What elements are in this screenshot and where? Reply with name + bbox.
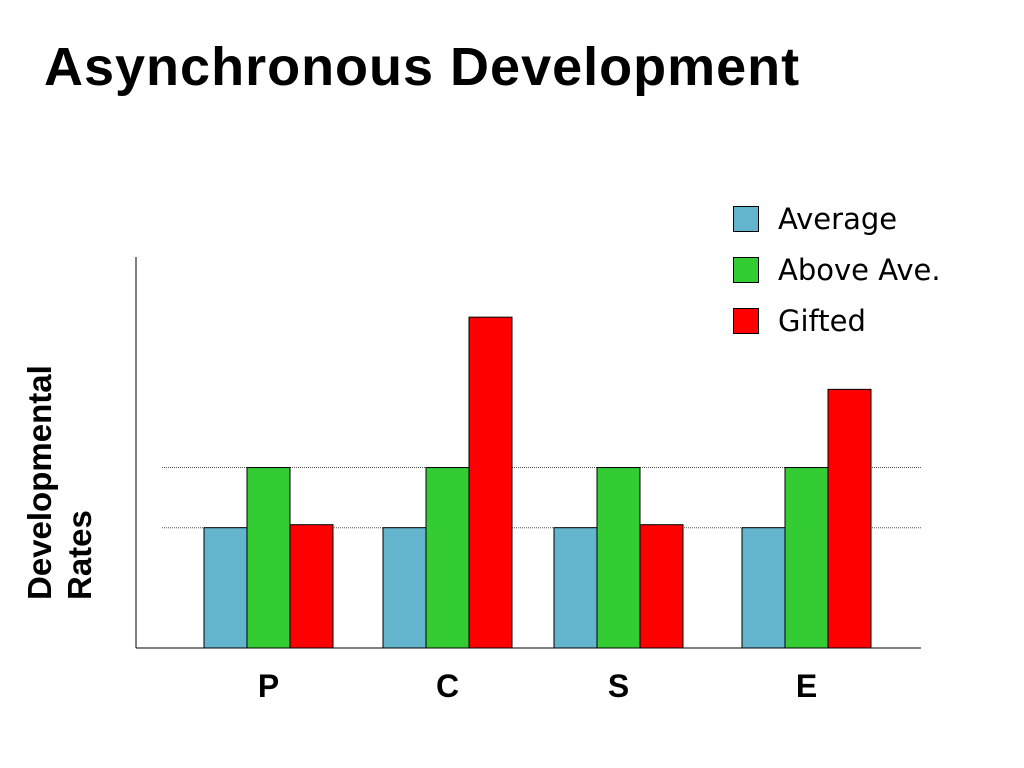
legend-label-average: Average [778, 201, 898, 236]
legend: Average Above Ave. Gifted [733, 193, 941, 346]
y-axis-label: Developmental Rates [20, 340, 100, 600]
bar-S-above-ave [596, 467, 641, 649]
x-tick-label-S: S [608, 668, 629, 704]
bar-S-average [553, 527, 598, 649]
bar-P-above-ave [246, 467, 291, 649]
x-tick-label-P: P [258, 668, 279, 704]
legend-item-gifted: Gifted [733, 295, 941, 346]
legend-item-above-average: Above Ave. [733, 244, 941, 295]
y-axis-label-line-2: Rates [61, 510, 98, 600]
legend-label-gifted: Gifted [778, 303, 866, 338]
bar-C-average [382, 527, 427, 649]
bar-E-above-ave [784, 467, 829, 649]
legend-swatch-above-average [733, 256, 759, 283]
x-tick-label-E: E [796, 668, 817, 704]
page-title: Asynchronous Development [44, 37, 801, 97]
legend-label-above-average: Above Ave. [778, 252, 941, 287]
x-tick-label-C: C [436, 668, 459, 704]
bar-C-above-ave [425, 467, 470, 649]
bar-S-gifted [639, 524, 684, 649]
bar-E-average [741, 527, 786, 649]
bar-P-gifted [289, 524, 334, 649]
bars [203, 316, 872, 649]
bar-P-average [203, 527, 248, 649]
legend-swatch-gifted [733, 307, 759, 334]
y-axis-label-line-1: Developmental [21, 365, 58, 600]
legend-swatch-average [733, 205, 759, 232]
bar-E-gifted [827, 388, 872, 649]
legend-item-average: Average [733, 193, 941, 244]
bar-C-gifted [468, 316, 513, 649]
